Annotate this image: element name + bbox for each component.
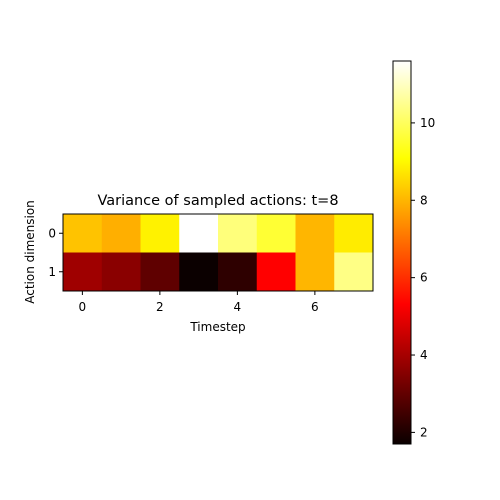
heatmap-cell [218, 252, 258, 292]
x-tick-label: 2 [156, 300, 164, 314]
heatmap-cell [140, 252, 180, 292]
y-axis-ticks: 01 [48, 226, 63, 279]
colorbar-tick-label: 2 [420, 425, 428, 439]
heatmap-cell [101, 214, 141, 253]
x-tick-label: 0 [79, 300, 87, 314]
heatmap-cell [256, 214, 296, 253]
heatmap-cell [334, 214, 374, 253]
chart-title: Variance of sampled actions: t=8 [97, 193, 338, 209]
heatmap-cell [179, 214, 219, 253]
heatmap-cells [63, 214, 374, 292]
heatmap-cell [101, 252, 141, 292]
y-axis-label: Action dimension [23, 200, 37, 304]
colorbar-tick-label: 6 [420, 271, 428, 285]
colorbar-tick-label: 10 [420, 116, 435, 130]
plot-frame [62, 213, 374, 292]
colorbar-tick-label: 4 [420, 348, 428, 362]
heatmap-cell [295, 214, 335, 253]
heatmap-cell [334, 252, 374, 292]
heatmap-cell [179, 252, 219, 292]
x-axis-ticks: 0 2 4 6 [79, 291, 319, 314]
x-tick-label: 6 [311, 300, 319, 314]
x-axis-label: Timestep [189, 320, 245, 334]
colorbar [392, 60, 412, 445]
y-tick-label: 1 [48, 265, 56, 279]
heatmap-cell [140, 214, 180, 253]
heatmap-cell [63, 214, 103, 253]
heatmap-cell [218, 214, 258, 253]
heatmap-cell [295, 252, 335, 292]
colorbar-ticks: 2 4 6 8 10 [411, 116, 435, 439]
heatmap-cell [256, 252, 296, 292]
heatmap-cell [63, 252, 103, 292]
y-tick-label: 0 [48, 226, 56, 240]
colorbar-tick-label: 8 [420, 193, 428, 207]
x-tick-label: 4 [234, 300, 242, 314]
